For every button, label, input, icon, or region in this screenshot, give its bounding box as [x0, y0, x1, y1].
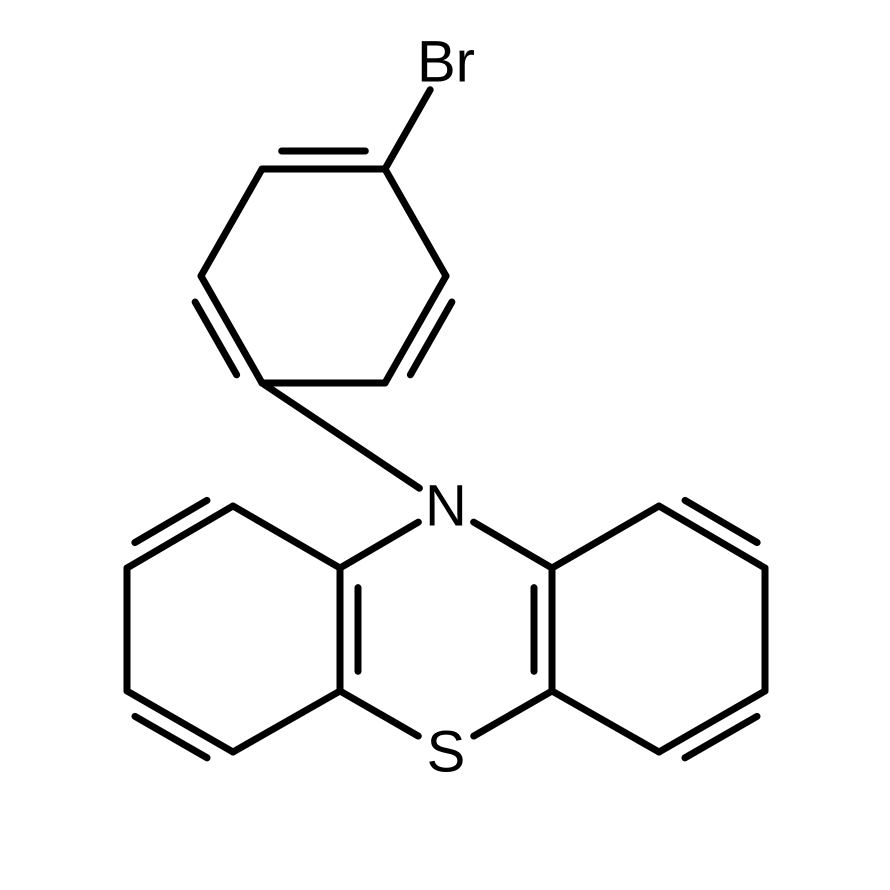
atom-label-n: N — [425, 474, 467, 539]
bond — [340, 522, 418, 568]
molecule-diagram: Br N S — [0, 0, 890, 890]
bond — [233, 506, 340, 568]
bond — [195, 302, 236, 375]
bond — [685, 716, 757, 757]
bond — [474, 522, 552, 568]
bond — [262, 383, 419, 488]
bond — [201, 169, 262, 276]
atom-label-br: Br — [417, 30, 475, 95]
bond — [385, 90, 430, 169]
bond — [552, 691, 659, 752]
bond — [135, 500, 207, 542]
bond — [340, 691, 418, 736]
bond — [474, 691, 552, 736]
atom-label-s: S — [427, 720, 466, 785]
bond — [685, 500, 757, 542]
bond — [410, 302, 451, 375]
bond — [233, 691, 340, 752]
bond — [385, 169, 446, 276]
bond — [552, 506, 659, 568]
bond — [135, 716, 207, 757]
